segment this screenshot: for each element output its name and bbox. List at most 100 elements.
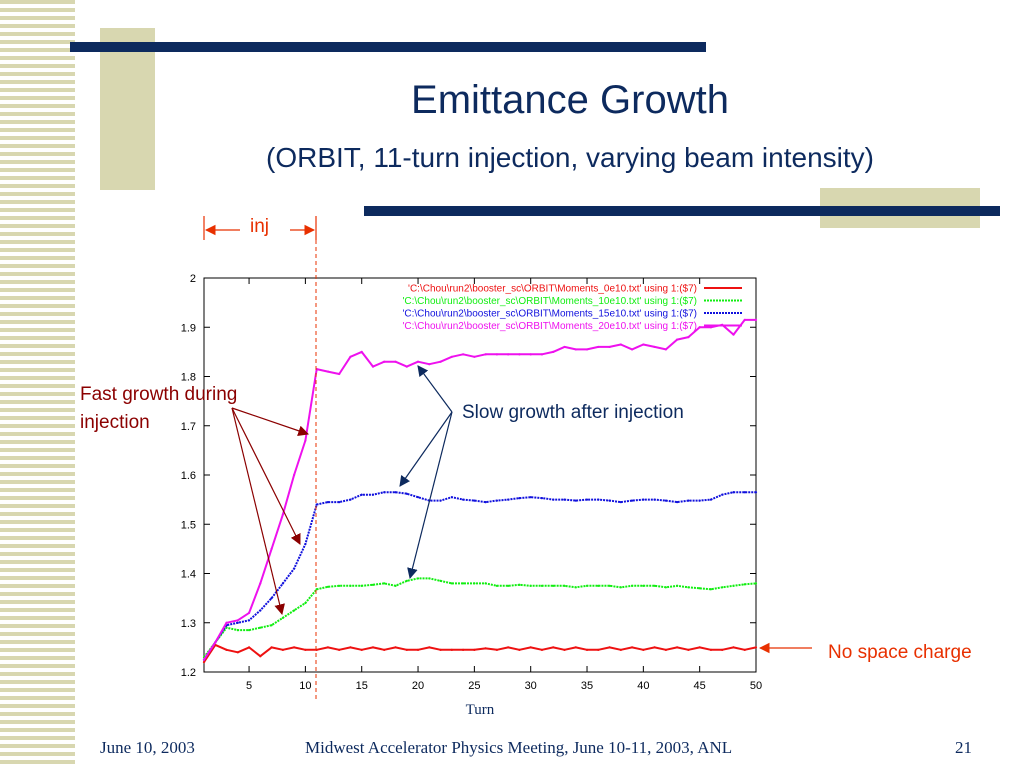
data-point <box>281 582 284 585</box>
data-point <box>281 513 284 516</box>
data-point <box>563 345 566 349</box>
data-point <box>653 345 656 349</box>
data-point <box>259 582 262 585</box>
data-point <box>326 370 330 373</box>
header-bar-top <box>70 42 706 52</box>
data-point <box>416 496 420 499</box>
data-point <box>349 498 352 501</box>
data-point <box>732 584 735 587</box>
data-point <box>608 584 611 587</box>
data-point <box>473 499 476 502</box>
data-point <box>495 353 498 356</box>
slow-growth-arrow-2 <box>399 411 453 487</box>
series-line-1 <box>203 577 757 658</box>
data-point <box>495 648 498 651</box>
data-point <box>630 499 634 502</box>
fast-growth-arrow-2 <box>231 407 285 616</box>
data-point <box>495 499 498 502</box>
inj-label: inj <box>250 216 270 237</box>
data-point <box>304 439 307 442</box>
data-point <box>653 584 656 587</box>
data-point <box>450 496 453 499</box>
data-point <box>653 498 656 501</box>
data-point <box>371 365 375 368</box>
fast-growth-arrow-1 <box>231 407 301 545</box>
data-point <box>552 350 555 353</box>
data-point <box>574 499 577 502</box>
data-point <box>428 646 431 649</box>
data-point <box>394 584 397 587</box>
data-point <box>552 498 555 501</box>
data-point <box>338 500 341 504</box>
data-point <box>540 584 544 587</box>
data-point <box>315 503 318 506</box>
data-point <box>518 648 521 651</box>
x-tick-label: 25 <box>468 680 480 692</box>
data-point <box>484 647 487 650</box>
data-point <box>563 498 566 501</box>
data-point <box>259 655 262 658</box>
slow-growth-label: Slow growth after injection <box>462 402 684 423</box>
data-point <box>687 648 690 651</box>
page-number: 21 <box>955 738 972 757</box>
x-tick-label: 40 <box>637 680 649 692</box>
fast-growth-label-line1: Fast growth during <box>80 384 238 405</box>
data-point <box>709 498 713 501</box>
data-point <box>383 491 386 494</box>
data-point <box>484 353 487 356</box>
data-point <box>721 648 724 651</box>
plot-frame <box>203 277 757 673</box>
data-point <box>462 582 465 585</box>
data-point <box>732 646 735 649</box>
x-tick-label: 15 <box>356 680 368 692</box>
legend-label: 'C:\Chou\run2\booster_sc\ORBIT\Moments_0… <box>408 284 697 295</box>
data-point <box>202 661 206 664</box>
data-point <box>507 353 510 356</box>
data-point <box>664 648 667 651</box>
data-point <box>349 646 352 649</box>
data-point <box>315 588 318 591</box>
y-tick-label: 1.6 <box>181 470 196 482</box>
data-point <box>439 579 442 582</box>
series-line-2 <box>203 491 756 661</box>
data-point <box>574 646 577 649</box>
data-point <box>574 348 577 351</box>
data-point <box>676 500 679 504</box>
data-point <box>225 621 228 624</box>
data-point <box>732 333 735 336</box>
data-point <box>608 499 611 502</box>
data-point <box>563 648 566 651</box>
data-point <box>304 601 307 605</box>
data-point <box>540 497 544 500</box>
data-point <box>597 584 600 587</box>
data-point <box>484 500 487 504</box>
data-point <box>349 355 352 358</box>
data-point <box>371 646 375 649</box>
data-point <box>585 498 589 501</box>
data-point <box>405 365 408 368</box>
data-point <box>642 648 645 651</box>
data-point <box>371 583 375 586</box>
data-point <box>552 646 555 649</box>
data-point <box>394 646 397 649</box>
data-point <box>687 586 690 589</box>
data-point <box>405 648 408 651</box>
data-point <box>236 619 239 622</box>
data-point <box>473 648 476 651</box>
data-point <box>687 499 690 502</box>
legend-label: 'C:\Chou\run2\booster_sc\ORBIT\Moments_2… <box>402 321 697 332</box>
data-point <box>507 498 510 501</box>
data-point <box>360 350 363 353</box>
data-point <box>462 498 465 501</box>
data-point <box>281 648 284 651</box>
data-point <box>619 586 622 589</box>
data-point <box>270 624 273 627</box>
data-point <box>518 583 521 586</box>
data-point <box>450 648 453 651</box>
data-point <box>630 584 634 587</box>
slide-title: Emittance Growth <box>411 78 729 122</box>
x-tick-label: 45 <box>694 680 706 692</box>
data-point <box>664 586 667 589</box>
slow-growth-arrow-3 <box>407 411 453 580</box>
data-point <box>619 648 622 651</box>
